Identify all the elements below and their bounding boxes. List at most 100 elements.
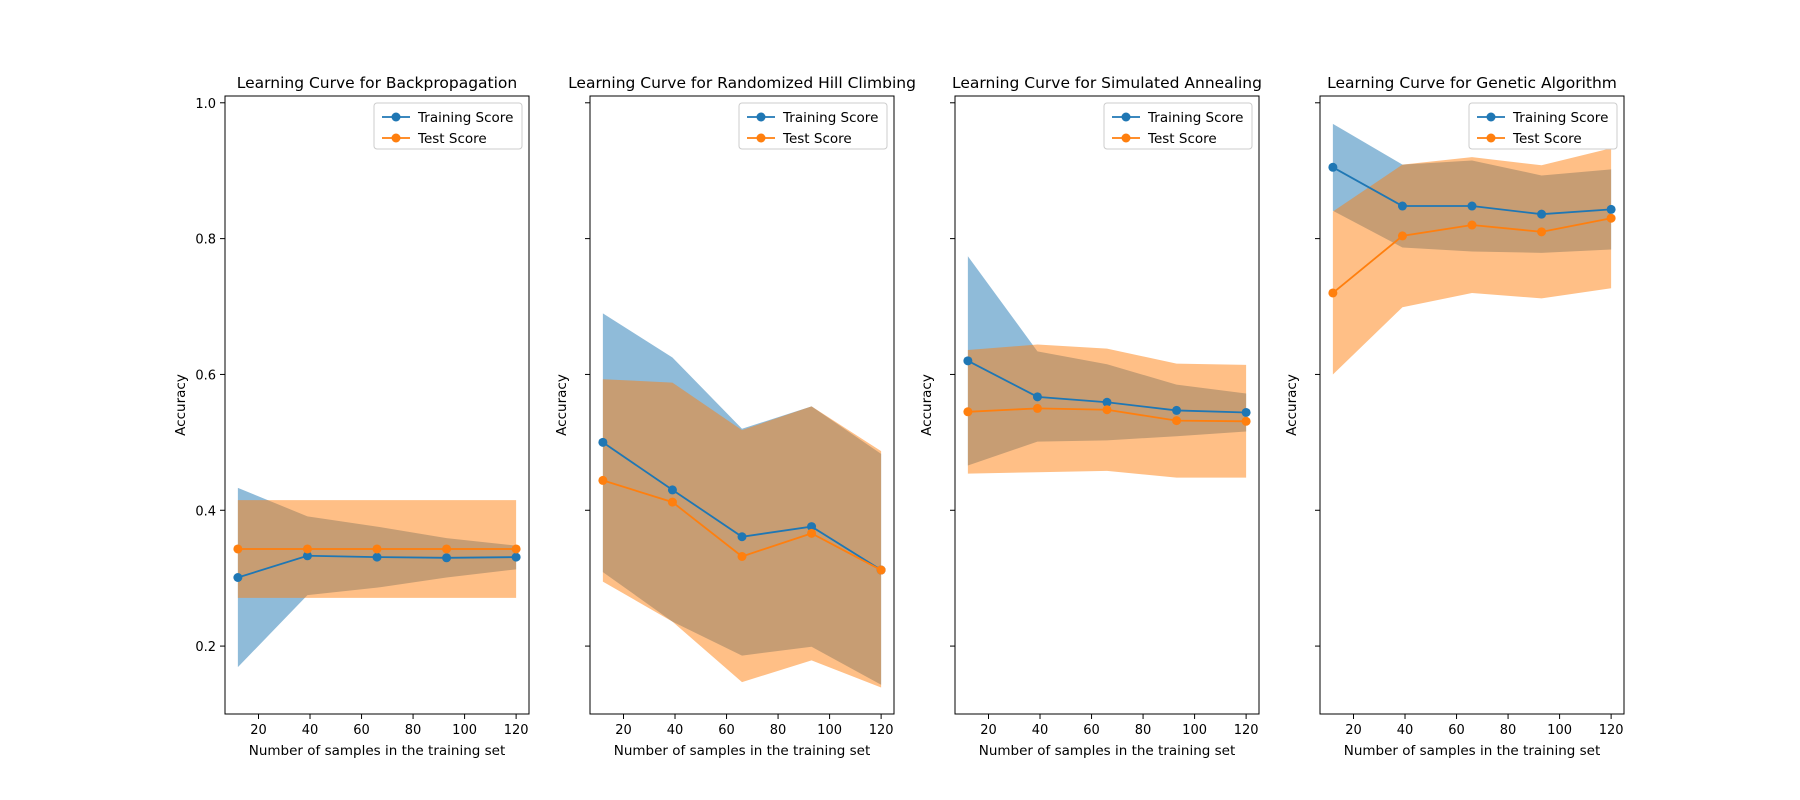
legend-label-training-score: Training Score xyxy=(782,110,878,126)
data-point-test-score xyxy=(1606,213,1616,223)
axes-frame xyxy=(954,95,1260,715)
data-point-training-score xyxy=(1172,405,1182,415)
x-tick-label: 60 xyxy=(353,723,370,738)
data-point-training-score xyxy=(1102,397,1112,407)
legend: Training Score Test Score xyxy=(1103,102,1253,150)
legend-marker-training-score xyxy=(1121,112,1131,122)
legend-label-test-score: Test Score xyxy=(417,131,487,147)
x-axis-label: Number of samples in the training set xyxy=(979,743,1236,759)
legend-label-training-score: Training Score xyxy=(1512,110,1608,126)
data-point-training-score xyxy=(302,551,312,561)
axes-frame xyxy=(224,95,530,715)
y-tick-label: 0.4 xyxy=(195,504,216,519)
x-axis-label: Number of samples in the training set xyxy=(249,743,506,759)
data-point-training-score xyxy=(1328,162,1338,172)
legend-box xyxy=(373,102,523,150)
legend: Training Score Test Score xyxy=(373,102,523,150)
data-point-test-score xyxy=(302,544,312,554)
y-axis-label: Accuracy xyxy=(173,374,189,436)
data-point-test-score xyxy=(1397,231,1407,241)
x-axis-label: Number of samples in the training set xyxy=(1344,743,1601,759)
x-tick-label: 40 xyxy=(1032,723,1049,738)
data-point-training-score xyxy=(511,552,521,562)
y-tick-label: 0.2 xyxy=(195,640,216,655)
chart-title: Learning Curve for Backpropagation xyxy=(237,74,517,92)
x-tick-label: 20 xyxy=(250,723,267,738)
legend: Training Score Test Score xyxy=(738,102,888,150)
x-tick-label: 120 xyxy=(504,723,529,738)
data-point-training-score xyxy=(963,356,973,366)
data-point-training-score xyxy=(233,572,243,582)
data-point-training-score xyxy=(372,552,382,562)
x-tick-label: 20 xyxy=(1345,723,1362,738)
legend-label-test-score: Test Score xyxy=(782,131,852,147)
x-tick-label: 80 xyxy=(1135,723,1152,738)
legend-box xyxy=(1103,102,1253,150)
data-point-training-score xyxy=(667,485,677,495)
legend-box xyxy=(738,102,888,150)
data-point-test-score xyxy=(1032,403,1042,413)
data-point-test-score xyxy=(372,544,382,554)
x-tick-label: 40 xyxy=(302,723,319,738)
legend-marker-training-score xyxy=(391,112,401,122)
x-tick-label: 80 xyxy=(405,723,422,738)
legend-marker-test-score xyxy=(756,133,766,143)
chart-title: Learning Curve for Simulated Annealing xyxy=(952,74,1262,92)
chart-panel-2: 20 40 60 80 100 120 Learning Curve for Randomi… xyxy=(554,74,916,759)
data-point-test-score xyxy=(737,551,747,561)
axes-frame xyxy=(589,95,895,715)
data-point-test-score xyxy=(598,475,608,485)
data-point-test-score xyxy=(442,544,452,554)
data-point-test-score xyxy=(233,544,243,554)
legend-marker-training-score xyxy=(1486,112,1496,122)
x-axis-label: Number of samples in the training set xyxy=(614,743,871,759)
x-tick-label: 120 xyxy=(1234,723,1259,738)
x-tick-label: 60 xyxy=(1083,723,1100,738)
y-tick-label: 1.0 xyxy=(195,97,216,112)
x-tick-label: 60 xyxy=(718,723,735,738)
chart-panel-4: 20 40 60 80 100 120 Learning Curve for Genetic… xyxy=(1284,74,1625,759)
axes-frame xyxy=(1319,95,1625,715)
x-tick-label: 100 xyxy=(1182,723,1207,738)
legend-marker-test-score xyxy=(391,133,401,143)
x-tick-label: 80 xyxy=(1500,723,1517,738)
data-point-test-score xyxy=(1537,227,1547,237)
x-tick-label: 100 xyxy=(817,723,842,738)
chart-panel-3: 20 40 60 80 100 120 Learning Curve for Simulat… xyxy=(919,74,1262,759)
chart-title: Learning Curve for Randomized Hill Climb… xyxy=(568,74,916,92)
y-tick-label: 0.6 xyxy=(195,368,216,383)
x-tick-label: 120 xyxy=(1599,723,1624,738)
legend-marker-test-score xyxy=(1121,133,1131,143)
data-point-training-score xyxy=(737,532,747,542)
data-point-test-score xyxy=(1241,416,1251,426)
y-tick-label: 0.8 xyxy=(195,233,216,248)
data-point-training-score xyxy=(442,553,452,563)
data-point-training-score xyxy=(598,437,608,447)
x-tick-label: 120 xyxy=(869,723,894,738)
x-tick-label: 20 xyxy=(980,723,997,738)
data-point-training-score xyxy=(1537,209,1547,219)
data-point-test-score xyxy=(1467,220,1477,230)
x-tick-label: 100 xyxy=(452,723,477,738)
data-point-training-score xyxy=(1467,201,1477,211)
legend-label-training-score: Training Score xyxy=(1147,110,1243,126)
x-tick-label: 100 xyxy=(1547,723,1572,738)
chart-panel-1: 20 40 60 80 100 120 0.2 0.4 0.6 0.8 1.0 Learning Cu… xyxy=(173,74,530,759)
y-axis-label: Accuracy xyxy=(1284,374,1300,436)
data-point-test-score xyxy=(807,528,817,538)
data-point-test-score xyxy=(876,565,886,575)
y-axis-label: Accuracy xyxy=(919,374,935,436)
x-tick-label: 80 xyxy=(770,723,787,738)
data-point-test-score xyxy=(511,544,521,554)
legend: Training Score Test Score xyxy=(1468,102,1618,150)
legend-label-test-score: Test Score xyxy=(1512,131,1582,147)
data-point-training-score xyxy=(1397,201,1407,211)
chart-title: Learning Curve for Genetic Algorithm xyxy=(1327,74,1617,92)
data-point-training-score xyxy=(1032,392,1042,402)
x-tick-label: 60 xyxy=(1448,723,1465,738)
data-point-training-score xyxy=(1241,407,1251,417)
legend-box xyxy=(1468,102,1618,150)
legend-label-test-score: Test Score xyxy=(1147,131,1217,147)
legend-marker-test-score xyxy=(1486,133,1496,143)
data-point-test-score xyxy=(1172,416,1182,426)
